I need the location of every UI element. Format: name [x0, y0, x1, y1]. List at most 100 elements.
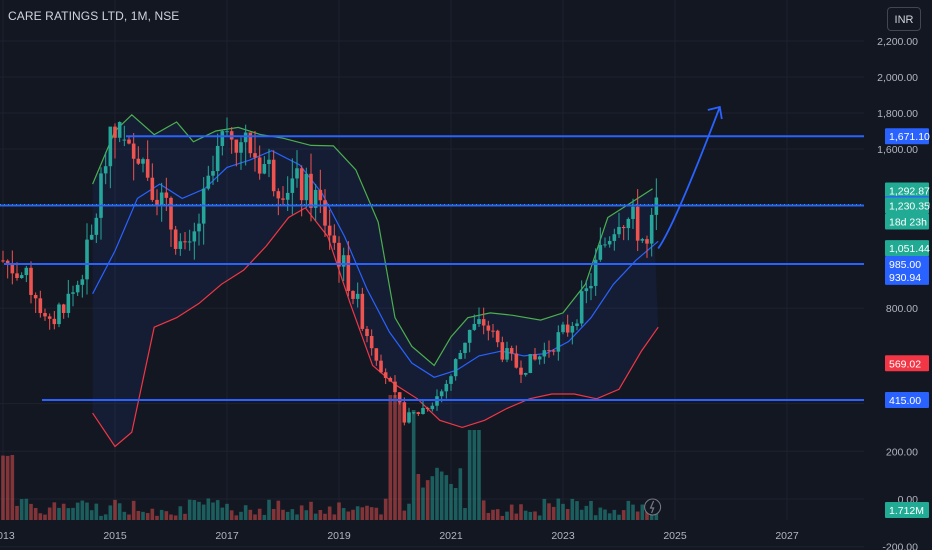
volume-bar-122: [570, 498, 575, 520]
candle-body-9: [43, 313, 47, 317]
price-tag-bg-9: [885, 392, 929, 409]
candle-body-80: [374, 348, 379, 361]
volume-bar-125: [584, 505, 589, 520]
candle-body-97: [453, 359, 458, 377]
volume-bar-24: [113, 499, 117, 520]
price-axis[interactable]: 2,200.002,000.001,800.001,600.00800.0040…: [877, 36, 918, 550]
candle-body-138: [645, 239, 649, 244]
lower-band-line: [92, 207, 659, 448]
candle-body-32: [150, 177, 155, 200]
candle-body-44: [206, 175, 211, 189]
currency-button[interactable]: INR: [887, 7, 921, 31]
y-tick-label-2: 1,800.00: [877, 108, 918, 120]
volume-bar-14: [66, 508, 71, 520]
volume-bar-7: [33, 507, 38, 520]
candle-body-62: [290, 178, 295, 193]
upper-band-line: [92, 113, 653, 367]
volume-bar-22: [103, 514, 108, 520]
candle-body-126: [589, 285, 593, 289]
candle-body-29: [136, 158, 141, 164]
candle-body-17: [80, 279, 85, 285]
volume-bar-30: [141, 511, 145, 520]
candle-body-99: [463, 342, 467, 353]
volume-bar-129: [603, 509, 607, 520]
volume-bar-75: [351, 509, 355, 520]
candle-body-60: [281, 198, 285, 200]
candle-body-14: [66, 293, 71, 313]
candle-body-45: [211, 171, 215, 176]
candle-body-38: [178, 241, 183, 249]
volume-bar-93: [435, 467, 439, 520]
volume-bar-68: [318, 509, 323, 520]
candle-body-72: [337, 242, 341, 267]
volume-bar-92: [430, 476, 435, 520]
price-tag-bg-0: [885, 128, 929, 145]
volume-bar-34: [159, 509, 164, 520]
volume-bar-70: [327, 506, 332, 520]
price-tag-4: 18d 23h: [889, 216, 927, 228]
volume-bar-13: [61, 503, 66, 520]
volume-bar-108: [505, 511, 509, 520]
candle-body-130: [607, 240, 612, 245]
volume-bar-91: [425, 480, 430, 520]
x-tick-label-3: 2019: [327, 530, 351, 542]
candle-body-74: [346, 255, 351, 291]
horizontal-levels[interactable]: [0, 135, 864, 402]
y-tick-label-6: 200.00: [886, 446, 918, 458]
volume-bar-49: [229, 510, 234, 520]
volume-bar-40: [187, 499, 192, 520]
price-tag-bg-1: [885, 182, 929, 199]
candle-body-123: [575, 323, 579, 326]
candle-body-12: [57, 304, 61, 325]
volume-bar-33: [155, 515, 159, 520]
volume-bar-109: [509, 504, 514, 520]
volume-bar-132: [617, 514, 621, 520]
volume-bar-59: [276, 500, 281, 520]
price-tag-bg-3: [885, 197, 929, 214]
time-axis[interactable]: 2013 2015 2017 2019 2021 2023 2025 2027: [0, 530, 799, 542]
candle-body-111: [519, 367, 523, 375]
candle-body-92: [430, 405, 435, 410]
band-fill: [92, 114, 659, 447]
volume-bar-124: [579, 509, 584, 520]
x-tick-label-4: 2021: [439, 530, 463, 542]
price-tag-bg-5: [885, 240, 929, 257]
price-tag-8: 569.02: [889, 358, 921, 370]
price-tag-bg-10: [885, 502, 929, 518]
candle-body-1: [5, 260, 10, 264]
x-tick-label-5: 2023: [551, 530, 575, 542]
volume-bar-65: [304, 510, 309, 520]
volume-bar-131: [612, 509, 617, 520]
candle-body-78: [365, 328, 369, 337]
volume-bar-23: [108, 505, 113, 520]
candle-body-31: [145, 159, 150, 178]
volume-bar-87: [407, 503, 411, 520]
candle-body-131: [612, 234, 617, 241]
volume-bar-6: [29, 503, 33, 520]
volume-bar-77: [360, 507, 365, 520]
volume-bar-2: [10, 455, 15, 520]
candle-body-79: [369, 336, 374, 349]
candle-body-11: [52, 318, 57, 325]
candle-body-52: [243, 132, 248, 143]
candle-body-77: [360, 293, 365, 329]
volume-bar-25: [117, 503, 122, 520]
volume-bar-31: [145, 513, 150, 520]
candle-body-23: [108, 126, 113, 167]
volume-bar-98: [458, 468, 463, 520]
candle-body-101: [472, 323, 477, 330]
volume-bar-35: [164, 511, 169, 520]
volume-bar-20: [94, 503, 99, 520]
candle-body-7: [33, 294, 38, 299]
x-tick-label-1: 2015: [103, 530, 127, 542]
candle-body-134: [626, 218, 631, 229]
volume-bar-60: [281, 509, 285, 520]
volume-bar-32: [150, 508, 155, 520]
volume-bar-41: [192, 500, 197, 520]
candle-body-66: [309, 173, 313, 208]
candle-body-139: [649, 214, 654, 244]
volume-bar-90: [421, 487, 425, 520]
trend-arrow[interactable]: [644, 105, 723, 516]
